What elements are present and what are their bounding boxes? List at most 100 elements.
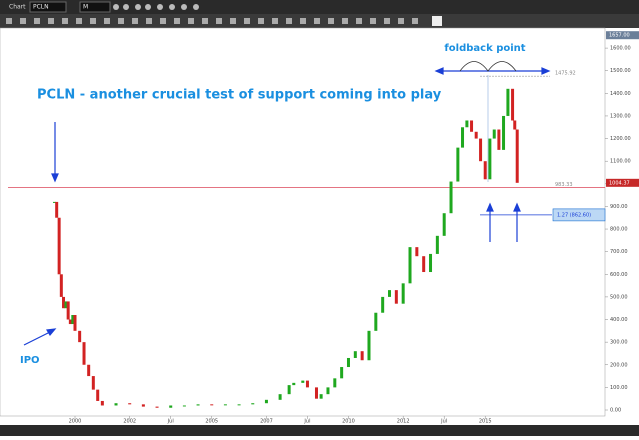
candle	[353, 351, 357, 358]
candle	[408, 247, 412, 284]
y-tick-label: 1300.00	[610, 113, 631, 119]
x-tick-label: 2012	[397, 419, 410, 425]
candle	[305, 380, 309, 388]
y-tick-label: 400.00	[610, 317, 628, 323]
candle	[73, 315, 77, 331]
x-tick-label: 2015	[479, 419, 492, 425]
candle	[435, 235, 439, 254]
candle	[497, 129, 501, 150]
candle	[442, 213, 446, 236]
y-tick-label: 1400.00	[610, 91, 631, 97]
candle	[78, 330, 82, 343]
candle	[346, 357, 350, 368]
candle	[511, 88, 515, 121]
candle	[513, 120, 517, 130]
y-tick-label: 100.00	[610, 385, 628, 391]
level-label: 983.33	[555, 182, 573, 188]
candle	[465, 120, 469, 128]
candle	[223, 404, 227, 406]
candle	[388, 290, 392, 297]
y-tick-label: 1100.00	[610, 159, 631, 165]
x-tick-label: 2000	[69, 419, 82, 425]
candle	[141, 404, 145, 407]
y-tick-label: 1600.00	[610, 46, 631, 52]
candle	[401, 283, 405, 304]
candle	[492, 129, 496, 139]
candle	[479, 138, 483, 162]
candle	[470, 120, 474, 132]
candle	[449, 181, 453, 214]
level-label: 1475.92	[555, 71, 576, 77]
candle	[59, 274, 63, 297]
candle	[52, 201, 56, 203]
interval-box[interactable]	[79, 1, 111, 13]
candle	[333, 378, 337, 388]
x-tick-label: 2010	[342, 419, 355, 425]
headline: PCLN - another crucial test of support c…	[37, 88, 442, 103]
x-tick-label: Jul	[167, 419, 174, 425]
x-tick-label: 2007	[260, 419, 273, 425]
candle	[55, 201, 59, 218]
y-tick-label: 1200.00	[610, 136, 631, 142]
candle	[314, 387, 318, 399]
x-tick-label: 2005	[205, 419, 218, 425]
fib-label: 1.27 (862.60)	[557, 212, 591, 218]
last-price-box	[606, 178, 639, 187]
foldback-label: foldback point	[444, 43, 525, 54]
candle	[87, 364, 91, 377]
candle	[196, 404, 200, 406]
candle	[319, 394, 323, 399]
candle	[182, 405, 186, 407]
y-tick-label: 500.00	[610, 294, 628, 300]
candle	[96, 389, 100, 401]
candle	[394, 290, 398, 304]
candle	[488, 138, 492, 180]
window-label: Chart	[9, 4, 26, 11]
candle	[422, 256, 426, 273]
symbol[interactable]: PCLN	[33, 4, 49, 11]
y-tick-label: 1500.00	[610, 68, 631, 74]
candle	[374, 312, 378, 331]
candle	[429, 253, 433, 273]
candle	[506, 88, 510, 116]
price-marker-label: 1657.00	[609, 33, 630, 39]
interval[interactable]: M	[83, 4, 88, 11]
candle	[169, 405, 173, 408]
candle	[292, 382, 296, 386]
candle	[251, 403, 255, 405]
plot-area	[0, 27, 606, 417]
toolbar-icons[interactable]	[113, 4, 199, 10]
y-tick-label: 800.00	[610, 227, 628, 233]
candle	[287, 385, 291, 395]
price-marker-box	[606, 31, 639, 40]
candle	[502, 115, 506, 150]
candle	[326, 387, 330, 395]
candle	[100, 400, 104, 406]
fib-box	[552, 208, 606, 222]
candle	[278, 394, 282, 400]
candle	[456, 147, 460, 182]
candle	[461, 127, 465, 148]
symbol-box[interactable]	[29, 1, 67, 13]
candle	[210, 404, 214, 406]
candle	[68, 319, 72, 325]
drawing-tools[interactable]	[6, 16, 442, 26]
candle	[114, 403, 118, 406]
candle	[91, 376, 95, 390]
candle	[71, 315, 75, 325]
candle	[57, 217, 61, 275]
y-tick-label: 700.00	[610, 249, 628, 255]
candle	[360, 351, 364, 361]
ipo-label: IPO	[20, 355, 40, 366]
candle	[128, 403, 132, 405]
annotation-arrows	[23, 61, 551, 346]
y-tick-label: 600.00	[610, 272, 628, 278]
x-tick-label: 2002	[123, 419, 136, 425]
candle	[381, 296, 385, 313]
candle	[62, 296, 66, 309]
candle	[82, 342, 86, 365]
candle	[64, 301, 68, 309]
y-tick-label: 300.00	[610, 340, 628, 346]
toolbar	[0, 0, 639, 14]
candle	[415, 247, 419, 257]
